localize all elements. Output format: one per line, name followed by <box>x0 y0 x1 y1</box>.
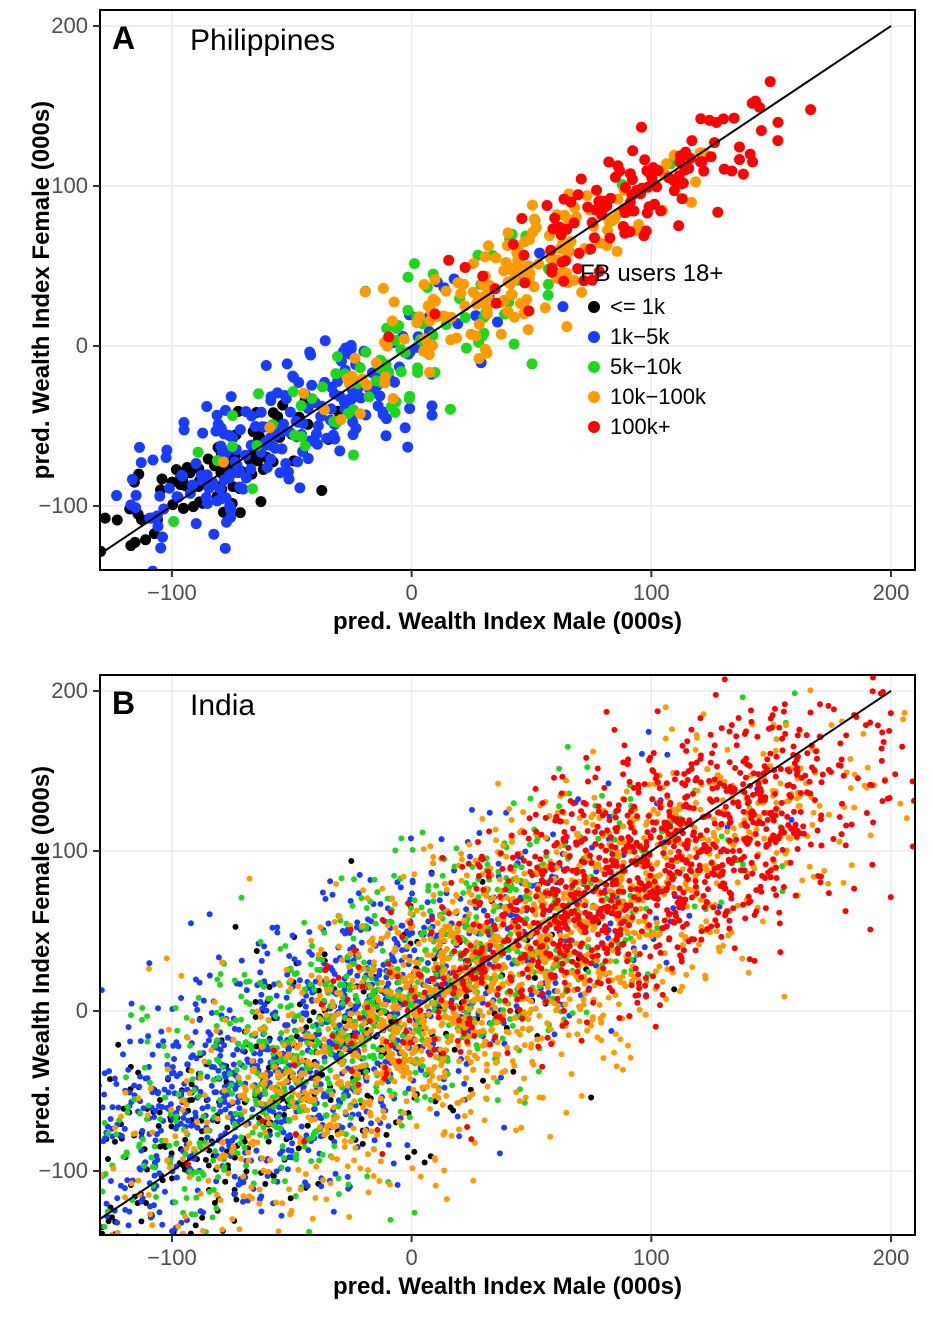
legend-item: 5k−10k <box>580 354 723 380</box>
y-tick-label: 100 <box>51 838 88 864</box>
legend-label: 100k+ <box>610 414 671 440</box>
figure-container: −1000100200−1000100200pred. Wealth Index… <box>0 0 933 1330</box>
legend-swatch-icon <box>588 301 600 313</box>
panel-tag: A <box>112 20 135 57</box>
y-tick-label: 200 <box>51 678 88 704</box>
legend-item: 100k+ <box>580 414 723 440</box>
y-axis-label: pred. Wealth Index Female (000s) <box>28 755 56 1155</box>
legend-swatch-icon <box>588 421 600 433</box>
y-tick-label: −100 <box>38 493 88 519</box>
legend-swatch-icon <box>588 331 600 343</box>
panel-b: −1000100200−1000100200pred. Wealth Index… <box>0 665 933 1315</box>
panel-title: India <box>190 689 255 723</box>
plot-svg <box>0 0 933 650</box>
legend-label: 5k−10k <box>610 354 682 380</box>
panel-tag: B <box>112 685 135 722</box>
y-tick-label: 200 <box>51 13 88 39</box>
legend-label: <= 1k <box>610 294 665 320</box>
x-tick-label: 200 <box>851 580 931 606</box>
y-tick-label: −100 <box>38 1158 88 1184</box>
legend-item: <= 1k <box>580 294 723 320</box>
legend-label: 10k−100k <box>610 384 706 410</box>
x-tick-label: 100 <box>611 580 691 606</box>
legend-item: 10k−100k <box>580 384 723 410</box>
x-axis-label: pred. Wealth Index Male (000s) <box>100 608 915 636</box>
x-tick-label: 0 <box>372 580 452 606</box>
panel-title: Philippines <box>190 24 335 58</box>
y-tick-label: 0 <box>76 998 88 1024</box>
x-tick-label: 200 <box>851 1245 931 1271</box>
x-tick-label: −100 <box>132 580 212 606</box>
legend-label: 1k−5k <box>610 324 669 350</box>
panel-a: −1000100200−1000100200pred. Wealth Index… <box>0 0 933 650</box>
x-tick-label: 0 <box>372 1245 452 1271</box>
y-axis-label: pred. Wealth Index Female (000s) <box>28 90 56 490</box>
x-tick-label: 100 <box>611 1245 691 1271</box>
legend-item: 1k−5k <box>580 324 723 350</box>
x-axis-label: pred. Wealth Index Male (000s) <box>100 1273 915 1301</box>
legend-title: FB users 18+ <box>580 260 723 288</box>
y-tick-label: 0 <box>76 333 88 359</box>
plot-svg <box>0 665 933 1315</box>
x-tick-label: −100 <box>132 1245 212 1271</box>
legend-swatch-icon <box>588 391 600 403</box>
legend: FB users 18+ <= 1k 1k−5k 5k−10k 10k−100k 100k… <box>580 260 723 440</box>
legend-swatch-icon <box>588 361 600 373</box>
y-tick-label: 100 <box>51 173 88 199</box>
